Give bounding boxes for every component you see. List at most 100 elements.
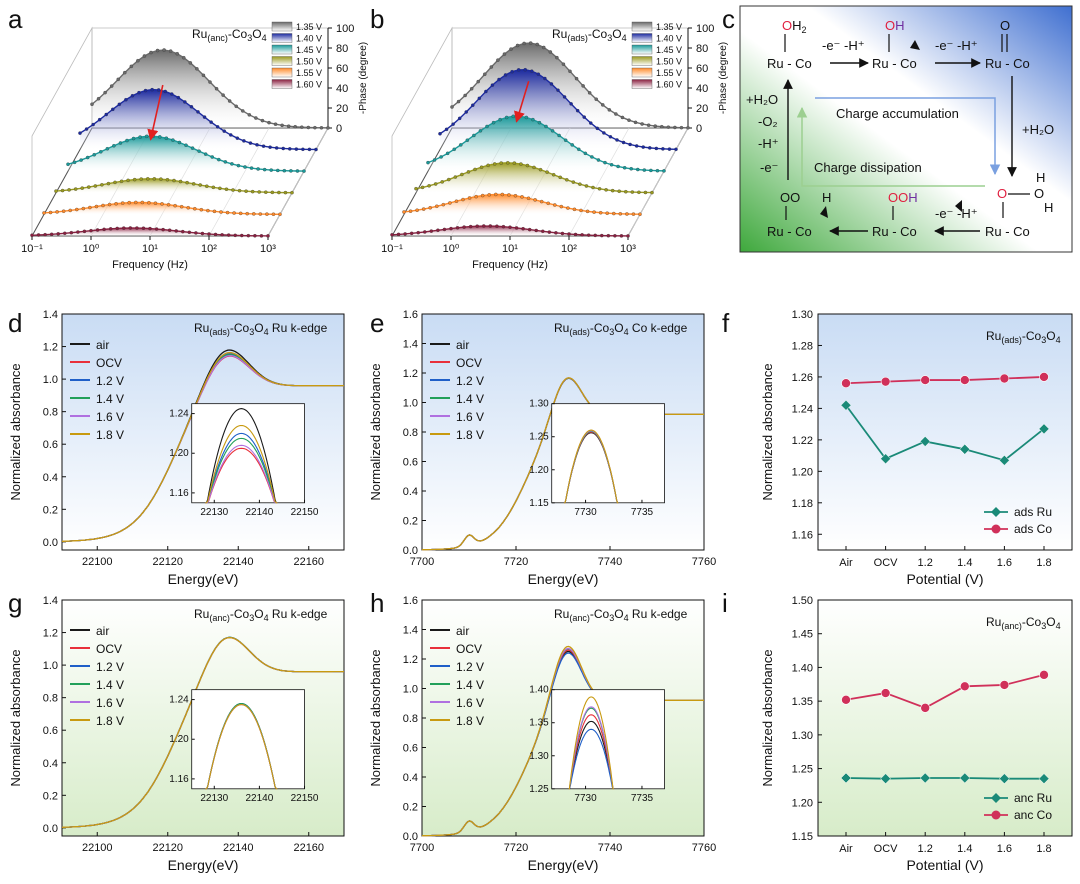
plot-area xyxy=(817,313,1073,551)
series-point xyxy=(205,184,209,188)
legend-label: 1.2 V xyxy=(96,374,124,388)
series-point xyxy=(112,144,116,148)
inset-y-tick-label: 1.40 xyxy=(529,685,549,696)
series-point xyxy=(163,89,167,94)
y-axis-label: Normalized absorbance xyxy=(8,363,23,500)
y-tick-label: 1.15 xyxy=(792,831,813,843)
y-tick-label: 0.2 xyxy=(403,516,418,528)
series-point xyxy=(101,203,105,208)
series-point xyxy=(56,232,60,236)
series-point xyxy=(489,65,494,69)
legend-label: 1.2 V xyxy=(456,374,484,388)
series-point xyxy=(506,161,510,165)
inset-x-tick-label: 22150 xyxy=(291,793,319,804)
series-point xyxy=(126,178,130,183)
y-tick-label: 0.4 xyxy=(43,472,58,484)
legend-label: 1.40 V xyxy=(656,34,682,44)
inset-y-tick-label: 1.20 xyxy=(529,465,549,476)
series-point xyxy=(283,190,288,195)
x-tick-label: 7720 xyxy=(504,842,528,854)
legend-label: 1.8 V xyxy=(456,714,484,728)
series-point xyxy=(482,224,486,228)
panel-title-d: Ru(ads)-Co3O4 Ru k-edge xyxy=(194,321,328,337)
x-tick-label: Air xyxy=(839,843,853,855)
legend-label: 1.8 V xyxy=(456,428,484,442)
series-point xyxy=(621,140,626,145)
legend-label: 1.50 V xyxy=(296,57,322,67)
series-point-anc Co xyxy=(999,680,1010,690)
series-point xyxy=(660,124,664,129)
x-tick-label: 10⁰ xyxy=(443,243,460,255)
z-tick-label: 20 xyxy=(696,103,708,115)
series-point xyxy=(483,72,487,76)
series-point xyxy=(225,210,230,215)
x-tick-label: 22120 xyxy=(152,842,183,854)
series-point xyxy=(118,141,123,145)
series-point xyxy=(539,199,544,204)
series-point xyxy=(490,83,495,87)
series-point xyxy=(415,208,419,212)
series-point xyxy=(115,226,119,231)
series-point xyxy=(95,228,100,232)
series-point xyxy=(248,141,253,145)
series-point xyxy=(560,231,565,236)
series-point xyxy=(612,211,616,216)
series-point xyxy=(646,123,651,127)
y-tick-label: 1.16 xyxy=(792,529,813,541)
series-area-1.55 V xyxy=(44,202,280,215)
series-area-1.40 V xyxy=(80,89,316,150)
series-point xyxy=(217,157,221,162)
series-point xyxy=(91,122,95,127)
series-point xyxy=(390,233,394,237)
series-point xyxy=(137,90,141,95)
series-point xyxy=(264,190,268,194)
series-point xyxy=(256,167,260,171)
panel-label-i: i xyxy=(722,588,728,618)
series-point xyxy=(558,175,562,180)
series-point xyxy=(460,172,464,177)
legend-label: 1.40 V xyxy=(296,34,322,44)
series-point xyxy=(582,115,586,119)
series-point xyxy=(148,226,152,231)
series-point xyxy=(190,146,195,150)
series-point xyxy=(286,124,291,128)
panel-title-b: Ru(ads)-Co3O4 xyxy=(552,27,627,43)
series-1.8 V xyxy=(62,351,344,542)
series-point xyxy=(503,73,508,77)
legend-label: anc Ru xyxy=(1014,791,1052,805)
series-point xyxy=(183,100,187,104)
x-tick-label: 10² xyxy=(561,243,577,255)
series-point xyxy=(224,187,229,192)
svg-text:O: O xyxy=(1034,186,1044,201)
series-point xyxy=(153,201,158,205)
series-point xyxy=(648,146,652,150)
x-tick-label: 22140 xyxy=(223,556,254,568)
series-point xyxy=(164,136,169,140)
y-tick-label: 0.6 xyxy=(403,457,418,469)
legend-swatch xyxy=(271,33,293,43)
legend-swatch xyxy=(271,67,293,78)
series-point xyxy=(449,226,453,231)
legend-label: 1.35 V xyxy=(296,22,322,32)
series-point xyxy=(602,131,606,135)
y-tick-label: 1.26 xyxy=(792,372,813,384)
series-point xyxy=(185,180,189,185)
site-ru-co-4: Ru - Co xyxy=(985,224,1030,239)
series-point xyxy=(578,182,582,186)
series-point xyxy=(614,112,618,116)
series-point-anc Co xyxy=(880,688,891,698)
x-tick-label: 1.2 xyxy=(918,557,933,569)
series-point xyxy=(469,86,474,91)
legend-label: air xyxy=(96,624,109,638)
series-point xyxy=(522,41,526,46)
series-point xyxy=(236,163,241,168)
inset-series-1.8 V xyxy=(205,703,278,790)
series-line-ads Co xyxy=(845,376,1045,385)
series-point xyxy=(150,87,154,92)
series-point xyxy=(426,160,430,165)
series-point xyxy=(249,166,254,170)
series-point xyxy=(643,190,648,195)
x-tick-label: 1.6 xyxy=(997,843,1012,855)
series-point xyxy=(442,227,447,232)
inset-y-tick-label: 1.20 xyxy=(169,448,189,459)
